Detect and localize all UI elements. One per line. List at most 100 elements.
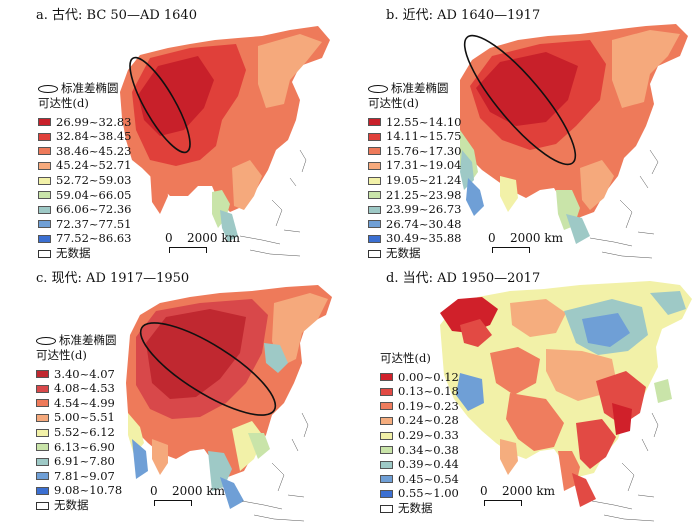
legend-item-label: 5.52~6.12 (54, 424, 115, 439)
legend-item: 6.13~6.90 (36, 440, 122, 455)
accessibility-map-ancient (120, 26, 330, 257)
nodata-swatch-icon (380, 504, 393, 513)
legend-item: 0.39~0.44 (380, 458, 459, 473)
legend-swatch-icon (380, 402, 393, 411)
legend-swatch-icon (38, 147, 51, 156)
legend-item-label: 23.99~26.73 (386, 202, 462, 217)
legend-item: 5.00~5.51 (36, 411, 122, 426)
nodata-swatch-icon (36, 501, 49, 510)
legend-nodata-row: 无数据 (36, 498, 122, 513)
legend-item: 12.55~14.10 (368, 115, 461, 130)
legend-item-label: 0.39~0.44 (398, 457, 459, 472)
panel-title: c. 现代: AD 1917—1950 (36, 271, 190, 286)
legend-nodata-label: 无数据 (398, 500, 433, 515)
legend-item: 30.49~35.88 (368, 232, 461, 247)
legend-item: 6.91~7.80 (36, 455, 122, 470)
legend-item: 77.52~86.63 (38, 232, 131, 247)
legend-item-label: 0.45~0.54 (398, 471, 459, 486)
legend: 标准差椭圆 可达性(d) 3.40~4.07 4.08~4.53 4.54~4.99… (36, 334, 122, 513)
legend-swatch-icon (38, 176, 51, 185)
legend-item-label: 52.72~59.03 (56, 172, 132, 187)
scale-zero: 0 (150, 484, 158, 498)
legend-item: 0.45~0.54 (380, 472, 459, 487)
ellipse-symbol-icon (36, 337, 56, 345)
legend-swatch-icon (368, 235, 381, 244)
std-deviation-ellipse (129, 56, 191, 154)
scale-line (169, 247, 207, 253)
legend-ellipse-label: 标准差椭圆 (391, 81, 449, 96)
scale-line (492, 247, 530, 253)
legend-item: 23.99~26.73 (368, 203, 461, 218)
legend-item-label: 19.05~21.24 (386, 172, 462, 187)
legend-ellipse-row: 标准差椭圆 (36, 334, 122, 348)
legend-item-label: 72.37~77.51 (56, 216, 132, 231)
legend-item: 3.40~4.07 (36, 367, 122, 382)
legend-item: 15.76~17.30 (368, 144, 461, 159)
legend-item: 7.81~9.07 (36, 469, 122, 484)
legend-item: 0.24~0.28 (380, 414, 459, 429)
legend-item: 66.06~72.36 (38, 203, 131, 218)
legend-item: 0.29~0.33 (380, 428, 459, 443)
legend-swatch-icon (368, 132, 381, 141)
legend-item-label: 0.24~0.28 (398, 413, 459, 428)
legend-ellipse-label: 标准差椭圆 (61, 81, 119, 96)
legend-item: 0.34~0.38 (380, 443, 459, 458)
legend-item-label: 6.91~7.80 (54, 454, 115, 469)
nodata-swatch-icon (38, 249, 51, 258)
legend-nodata-row: 无数据 (380, 501, 459, 516)
legend: 可达性(d) 0.00~0.12 0.13~0.18 0.19~0.23 0.24~0… (380, 352, 459, 516)
legend-item-label: 4.54~4.99 (54, 395, 115, 410)
scale-zero: 0 (480, 484, 488, 498)
legend-swatch-icon (36, 472, 49, 481)
legend-item: 52.72~59.03 (38, 173, 131, 188)
legend-swatch-icon (38, 162, 51, 171)
legend-item-label: 77.52~86.63 (56, 231, 132, 246)
legend-items: 3.40~4.07 4.08~4.53 4.54~4.99 5.00~5.51 5.52… (36, 367, 122, 498)
legend-item-label: 0.29~0.33 (398, 427, 459, 442)
legend-swatch-icon (38, 118, 51, 127)
accessibility-map-contemporary (440, 281, 692, 522)
legend-item-label: 32.84~38.45 (56, 129, 132, 144)
legend-swatch-icon (36, 399, 49, 408)
legend-item-label: 45.24~52.71 (56, 158, 132, 173)
map-panel-contemporary: d. 当代: AD 1950—2017 可达性(d) 0.00~0.12 0.13… (350, 263, 700, 525)
legend-item: 0.00~0.12 (380, 370, 459, 385)
map-panel-modern: c. 现代: AD 1917—1950 标准差椭圆 可达性(d) 3.40~4.… (0, 263, 350, 525)
legend-swatch-icon (36, 487, 49, 496)
legend-item-label: 6.13~6.90 (54, 439, 115, 454)
legend-ellipse-row: 标准差椭圆 (368, 82, 461, 96)
legend-swatch-icon (368, 147, 381, 156)
legend-swatch-icon (368, 220, 381, 229)
scale-line (484, 500, 522, 506)
legend-swatch-icon (38, 132, 51, 141)
legend-item: 4.54~4.99 (36, 396, 122, 411)
legend-nodata-label: 无数据 (56, 245, 91, 260)
legend-item-label: 26.74~30.48 (386, 216, 462, 231)
std-deviation-ellipse (463, 34, 577, 166)
legend-item-label: 0.34~0.38 (398, 442, 459, 457)
legend-item: 59.04~66.05 (38, 188, 131, 203)
legend-item-label: 12.55~14.10 (386, 114, 462, 129)
legend-title: 可达性(d) (38, 96, 89, 110)
legend-item-label: 17.31~19.04 (386, 158, 462, 173)
legend-nodata-row: 无数据 (368, 246, 461, 261)
legend-items: 12.55~14.10 14.11~15.75 15.76~17.30 17.31~1… (368, 115, 461, 246)
legend-swatch-icon (36, 384, 49, 393)
legend-items: 26.99~32.83 32.84~38.45 38.46~45.23 45.24~5… (38, 115, 131, 246)
legend-item-label: 3.40~4.07 (54, 366, 115, 381)
legend-swatch-icon (38, 235, 51, 244)
legend-item: 17.31~19.04 (368, 159, 461, 174)
legend-item-label: 66.06~72.36 (56, 202, 132, 217)
legend-swatch-icon (380, 490, 393, 499)
legend-ellipse-row: 标准差椭圆 (38, 82, 131, 96)
scale-label: 2000 km (502, 484, 556, 498)
legend-item-label: 38.46~45.23 (56, 143, 132, 158)
legend-item: 21.25~23.98 (368, 188, 461, 203)
legend-item: 4.08~4.53 (36, 382, 122, 397)
legend-swatch-icon (38, 205, 51, 214)
legend-swatch-icon (380, 387, 393, 396)
nodata-swatch-icon (368, 249, 381, 258)
scale-label: 2000 km (172, 484, 226, 498)
legend-nodata-label: 无数据 (386, 245, 421, 260)
legend-item: 0.13~0.18 (380, 385, 459, 400)
